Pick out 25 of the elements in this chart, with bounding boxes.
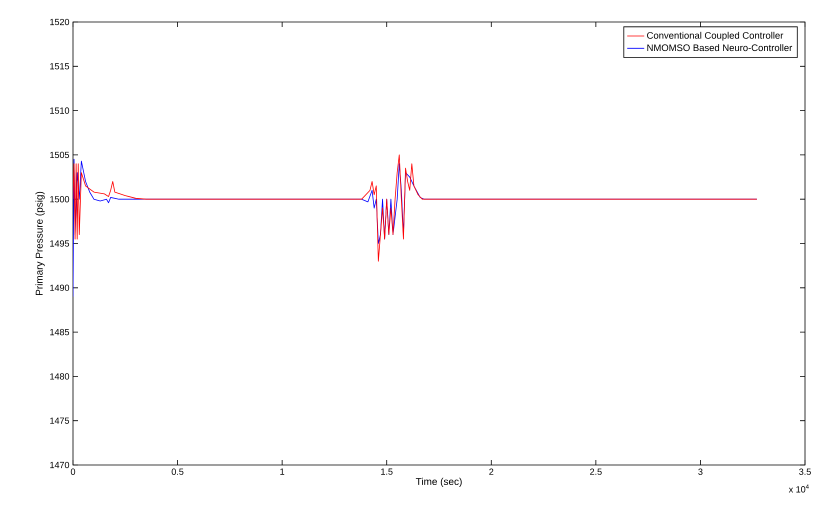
x-tick-label: 3 xyxy=(698,468,703,475)
y-tick-label: 1485 xyxy=(50,328,70,336)
y-tick-label: 1490 xyxy=(50,284,70,291)
x-tick-label: 3.5 xyxy=(799,468,811,475)
y-tick-label: 1495 xyxy=(50,240,70,247)
x-tick-label: 1.5 xyxy=(381,468,393,475)
y-tick-label: 1505 xyxy=(50,152,70,158)
legend-label: Conventional Coupled Controller xyxy=(647,32,784,41)
x-tick-label: 2.5 xyxy=(590,468,602,475)
x-tick-label: 2 xyxy=(489,468,494,475)
x-tick-label: 0 xyxy=(70,468,76,475)
y-tick-label: 1475 xyxy=(50,418,70,424)
y-tick-label: 1510 xyxy=(50,107,70,114)
y-tick-label: 1520 xyxy=(50,18,70,26)
y-tick-label: 1480 xyxy=(50,373,70,380)
x-axis-title: Time (sec) xyxy=(416,478,462,487)
line-series xyxy=(73,154,758,262)
legend-label: NMOMSO Based Neuro-Controller xyxy=(647,44,792,52)
y-tick-label: 1515 xyxy=(50,63,70,70)
y-tick-label: 1500 xyxy=(50,196,70,202)
y-axis-title: Primary Pressure (psig) xyxy=(35,192,45,296)
text: x 10$^{4}$ xyxy=(788,484,809,493)
x-tick-label: 1 xyxy=(280,468,284,475)
x-tick-label: 0.5 xyxy=(172,468,184,475)
y-tick-label: 1470 xyxy=(50,462,70,468)
